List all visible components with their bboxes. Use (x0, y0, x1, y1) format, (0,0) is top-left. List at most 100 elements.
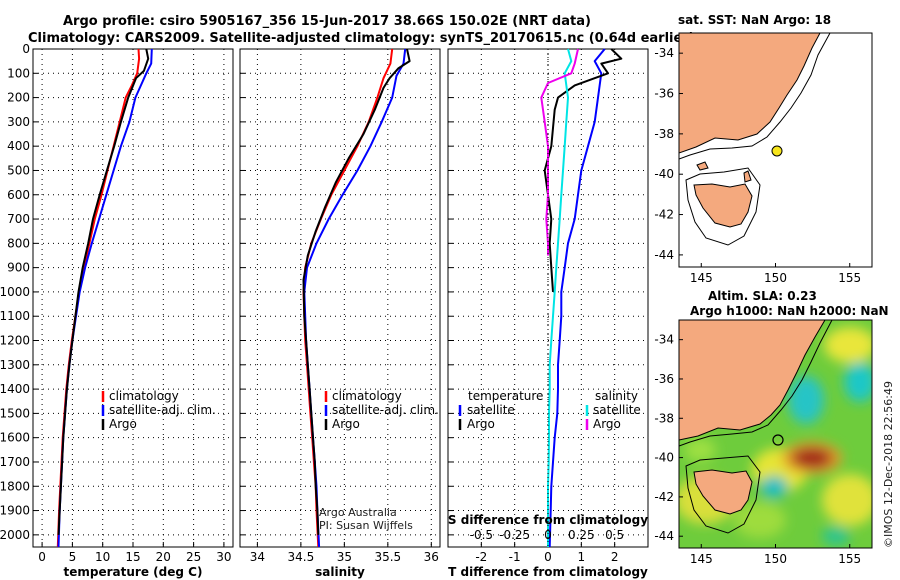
imos-credit: ©IMOS 12-Dec-2018 22:56:49 (882, 381, 895, 548)
x-tick-label: 0 (544, 550, 552, 564)
sla-map-argo-marker (772, 434, 784, 446)
x-tick-label: 15 (125, 550, 140, 564)
s-tick-label: 0.25 (568, 528, 595, 542)
map-x-tick-label: 155 (838, 271, 861, 285)
sst-map-mainland (679, 33, 821, 154)
y-tick-label: 1600 (0, 431, 30, 445)
y-tick-label: 1800 (0, 479, 30, 493)
legend-label: satellite-adj. clim. (109, 403, 216, 417)
series-line-t-argo (543, 48, 623, 292)
x-axis-label: salinity (315, 565, 365, 579)
map-y-tick-label: -38 (654, 411, 674, 425)
s-tick-label: 0.5 (605, 528, 624, 542)
sst-map-tasmania (693, 183, 753, 228)
s-tick-label: -0.25 (499, 528, 530, 542)
series-line-climatology (302, 48, 394, 548)
x-tick-label: -2 (475, 550, 487, 564)
x-tick-label: 20 (156, 550, 171, 564)
salinity-profile-chart: 34 34.5 35 35.5 36 salinity climatologysatelli… (239, 48, 441, 579)
s-tick-label: -0.5 (470, 528, 493, 542)
map-y-tick-label: -38 (654, 127, 674, 141)
sst-map-axis-ticks: 145 150 155 -34 -36 -38 -40 -42 -44 (654, 46, 861, 285)
sla-field (679, 320, 872, 546)
map-y-tick-label: -36 (654, 87, 674, 101)
y-tick-label: 1100 (0, 309, 30, 323)
s-axis-label: S difference from climatology (448, 513, 648, 527)
series-line-satellite-adj-clim- (57, 48, 153, 548)
y-tick-label: 1900 (0, 504, 30, 518)
sla-map: Altim. SLA: 0.23 Argo h1000: NaN h2000: … (654, 289, 888, 566)
difference-profile-chart: -2 -1 0 1 2T difference from climatology temp… (447, 48, 649, 579)
sst-map-title: sat. SST: NaN Argo: 18 (678, 13, 831, 27)
legend-label: satellite (467, 403, 515, 417)
y-tick-label: 1500 (0, 406, 30, 420)
series-line-s-argo (540, 48, 579, 256)
y-tick-label: 600 (7, 188, 30, 202)
map-y-tick-label: -44 (654, 529, 674, 543)
sla-map-title-line2: Argo h1000: NaN h2000: NaN (690, 304, 889, 318)
x-axis-label: temperature (deg C) (64, 565, 203, 579)
x-tick-label: -1 (509, 550, 521, 564)
figure-title-line2: Climatology: CARS2009. Satellite-adjuste… (28, 31, 695, 46)
sla-map-axis-ticks: 145 150 155 -34 -36 -38 -40 -42 -44 (654, 333, 861, 566)
legend-label: satellite (593, 403, 641, 417)
plot-frame (32, 48, 234, 548)
map-y-tick-label: -40 (654, 167, 674, 181)
y-tick-label: 100 (7, 66, 30, 80)
x-axis-label: T difference from climatology (448, 565, 648, 579)
y-tick-label: 200 (7, 91, 30, 105)
legend-title-salinity: salinity (595, 389, 638, 403)
x-tick-label: 25 (186, 550, 201, 564)
sla-map-title-line1: Altim. SLA: 0.23 (708, 289, 817, 303)
temperature-profile-chart: 0 5 10 15 20 25 30 temperature (deg C) 0 100 200 30… (0, 42, 234, 579)
sst-map-isobath (679, 33, 831, 160)
y-tick-label: 400 (7, 139, 30, 153)
y-tick-label: 1000 (0, 285, 30, 299)
x-tick-label: 30 (216, 550, 231, 564)
legend-label: climatology (109, 389, 179, 403)
map-y-tick-label: -42 (654, 208, 674, 222)
series-line-climatology (56, 48, 141, 548)
legend-label: Argo (467, 417, 495, 431)
x-tick-label: 5 (69, 550, 77, 564)
series-line-argo (57, 48, 150, 535)
y-tick-label: 300 (7, 115, 30, 129)
y-tick-label: 1400 (0, 382, 30, 396)
y-tick-label: 0 (22, 42, 30, 56)
legend-label: Argo (593, 417, 621, 431)
y-tick-label: 500 (7, 163, 30, 177)
x-tick-label: 1 (578, 550, 586, 564)
x-tick-label: 35 (337, 550, 352, 564)
x-tick-label: 10 (95, 550, 110, 564)
annotation-text: PI: Susan Wijffels (319, 519, 413, 532)
y-tick-label: 1700 (0, 455, 30, 469)
map-y-tick-label: -44 (654, 248, 674, 262)
map-y-tick-label: -40 (654, 451, 674, 465)
map-x-tick-label: 150 (764, 271, 787, 285)
series-line-satellite-adj-clim- (303, 48, 407, 548)
x-tick-label: 36 (424, 550, 439, 564)
map-x-tick-label: 145 (690, 271, 713, 285)
series-line-t-satellite (548, 48, 606, 548)
plot-frame (239, 48, 441, 548)
annotation-text: Argo Australia (319, 506, 397, 519)
map-y-tick-label: -42 (654, 490, 674, 504)
s-tick-label: 0 (544, 528, 552, 542)
legend-label: climatology (332, 389, 402, 403)
y-tick-label: 2000 (0, 528, 30, 542)
sst-map-tas-isobath (685, 167, 761, 246)
figure-title-line1: Argo profile: csiro 5905167_356 15-Jun-2… (63, 14, 591, 29)
sst-map: sat. SST: NaN Argo: 18 145 150 155 -34 -36 -3… (654, 13, 873, 285)
map-x-tick-label: 155 (838, 552, 861, 566)
y-tick-label: 800 (7, 236, 30, 250)
series-line-argo (302, 48, 411, 535)
x-tick-label: 35.5 (374, 550, 401, 564)
map-y-tick-label: -34 (654, 333, 674, 347)
x-tick-label: 34 (250, 550, 265, 564)
x-tick-label: 34.5 (288, 550, 315, 564)
y-tick-label: 700 (7, 212, 30, 226)
map-x-tick-label: 150 (764, 552, 787, 566)
y-tick-label: 1300 (0, 358, 30, 372)
y-tick-label: 1200 (0, 334, 30, 348)
legend-label: Argo (332, 417, 360, 431)
